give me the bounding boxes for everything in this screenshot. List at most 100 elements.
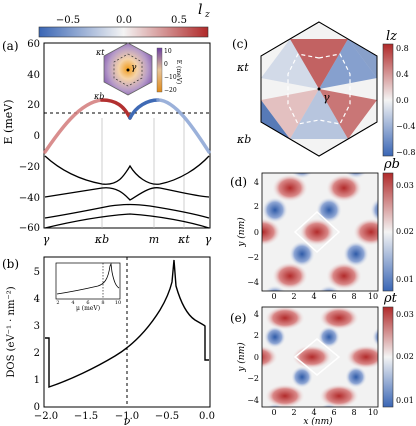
panel-b: (b) DOS (eV⁻¹ · nm⁻²) 0 1 2 3 4 5 −2.0 −…	[2, 256, 215, 422]
panel-d-ytick: −4	[247, 278, 259, 287]
panel-a-ytick: 0	[34, 131, 40, 142]
panel-a-xtick: γ	[43, 233, 50, 246]
panel-e-xtick: 6	[331, 408, 336, 417]
panel-a-inset-cbar-label: E (meV)	[175, 60, 182, 85]
panel-b-ytick: 2	[34, 348, 40, 359]
panel-e-cbar-tick: 0.03	[396, 310, 414, 319]
panel-a-lower-bands	[44, 155, 210, 229]
panel-e-xticks: 0 2 4 6 8 10	[271, 408, 378, 417]
panel-e-cbar-tick: 0.01	[396, 396, 414, 405]
panel-d-cbar-ticks: 0.03 0.02 0.01	[396, 181, 414, 284]
panel-c-tag: (c)	[232, 37, 248, 51]
panel-b-inset-xtick: 2	[56, 300, 59, 306]
panel-c-hexagon	[260, 21, 378, 157]
panel-b-inset-frame	[55, 262, 121, 300]
panel-a-ytick: −60	[19, 223, 40, 234]
panel-e: (e) y (nm) 4 2 0	[230, 291, 414, 426]
panel-e-cbar-ticks: 0.03 0.02 0.01	[396, 310, 414, 405]
panel-b-xticks: −2.0 −1.5 −1.0 −0.5 0.0	[34, 411, 215, 422]
panel-a-inset-gamma-point	[126, 68, 130, 72]
panel-c-cbar-tick: −0.8	[396, 148, 415, 157]
panel-d-cbar-tick: 0.01	[396, 275, 414, 284]
panel-a-ytick: −40	[19, 193, 40, 204]
panel-c-label-gamma: γ	[323, 91, 330, 104]
panel-d-xtick: 0	[271, 292, 276, 301]
top-colorbar-gradient	[38, 26, 209, 38]
panel-a-ytick: −20	[19, 162, 40, 173]
panel-a-inset: κt γ κb 10 0 −10 −20 E (meV)	[93, 42, 182, 101]
panel-b-inset: 2 4 6 8 10 μ (meV)	[55, 262, 121, 312]
panel-c-cbar-tick: 0.0	[396, 96, 409, 105]
panel-b-inset-xtick: 6	[86, 300, 89, 306]
panel-d-ytick: 2	[254, 202, 259, 211]
panel-b-inset-xtick: 10	[115, 300, 121, 306]
panel-d-xtick: 6	[331, 292, 336, 301]
panel-b-inset-xtick: 4	[71, 300, 74, 306]
top-colorbar-label-sub: z	[204, 10, 210, 20]
panel-a-inset-colorbar	[156, 47, 163, 93]
panel-a-xticks: γ κb m κt γ	[43, 233, 212, 246]
panel-b-yticks: 0 1 2 3 4 5	[34, 267, 40, 413]
top-colorbar: l z −0.5 0.0 0.5	[38, 2, 210, 38]
panel-d-ytick: 0	[254, 228, 259, 237]
panel-a-inset-cbar-tick: 10	[164, 48, 172, 55]
panel-b-ytick: 3	[34, 321, 40, 332]
panel-c-gamma-point	[317, 87, 321, 91]
panel-a-xtick: m	[149, 233, 159, 246]
panel-a-tag: (a)	[2, 39, 19, 53]
top-colorbar-tick: 0.5	[171, 15, 187, 26]
panel-b-xtick: 0.0	[199, 411, 215, 422]
panel-b-ytick: 5	[34, 267, 40, 278]
panel-c-cbar-tick: −0.4	[396, 122, 415, 131]
panel-a-inset-label: γ	[131, 63, 137, 73]
panel-a-yticks: 60 40 20 0 −20 −40 −60	[19, 39, 40, 234]
panel-d-cbar-tick: 0.03	[396, 181, 414, 190]
panel-e-cbar-label: ρt	[383, 291, 398, 306]
panel-d-xticks: 0 2 4 6 8 10	[271, 292, 378, 301]
panel-d-frame	[261, 172, 379, 292]
panel-e-xtick: 0	[271, 408, 276, 417]
panel-d-cbar-tick: 0.02	[396, 227, 414, 236]
panel-d-ytick: −2	[247, 253, 259, 262]
panel-c-cbar-label: lz	[386, 29, 397, 44]
panel-e-ytick: −4	[247, 396, 259, 405]
top-colorbar-tick: −0.5	[56, 15, 80, 26]
panel-a-top-band	[43, 98, 211, 154]
panel-b-xtick: −1.5	[74, 411, 98, 422]
panel-d-yticks: 4 2 0 −2 −4	[247, 178, 259, 287]
panel-d-tag: (d)	[230, 175, 247, 189]
panel-e-colorbar	[382, 306, 394, 408]
panel-a-ytick: 40	[27, 70, 40, 81]
panel-c-colorbar	[382, 43, 394, 157]
panel-e-yticks: 4 2 0 −2 −4	[247, 310, 259, 405]
panel-b-tag: (b)	[2, 257, 19, 271]
panel-c-cbar-tick: 0.4	[396, 70, 409, 79]
panel-d-cbar-label: ρb	[383, 157, 400, 172]
panel-b-ytick: 4	[34, 294, 40, 305]
panel-a-xtick: κb	[94, 233, 109, 246]
panel-a-ylabel: E (meV)	[2, 100, 15, 145]
panel-e-ytick: 2	[254, 331, 259, 340]
panel-b-xtick: −0.5	[155, 411, 179, 422]
panel-e-xtick: 8	[351, 408, 356, 417]
panel-a-inset-label: κt	[95, 48, 105, 57]
panel-a-inset-cbar-tick: 0	[164, 61, 168, 68]
panel-a-inset-cbar-tick: −20	[164, 87, 177, 94]
panel-d: (d) y (nm) 4 2	[230, 157, 414, 301]
panel-c-cbar-tick: 0.8	[396, 44, 409, 53]
panel-e-tag: (e)	[230, 311, 246, 325]
panel-b-inset-xtick: 8	[101, 300, 104, 306]
panel-a-inset-cbar-tick: −10	[164, 74, 177, 81]
top-colorbar-label: l	[198, 2, 202, 18]
panel-b-inset-xticks: 2 4 6 8 10	[56, 300, 121, 306]
panel-b-inset-xlabel: μ (meV)	[76, 305, 100, 312]
panel-c-label-kb: κb	[236, 133, 251, 146]
panel-a-guides	[101, 118, 185, 228]
panel-b-dos-curve	[45, 259, 209, 388]
panel-c-label-kt: κt	[236, 61, 249, 74]
panel-b-ytick: 1	[34, 375, 40, 386]
panel-e-ytick: 4	[254, 310, 259, 319]
panel-e-cbar-tick: 0.02	[396, 352, 414, 361]
panel-e-density-map	[262, 307, 378, 407]
